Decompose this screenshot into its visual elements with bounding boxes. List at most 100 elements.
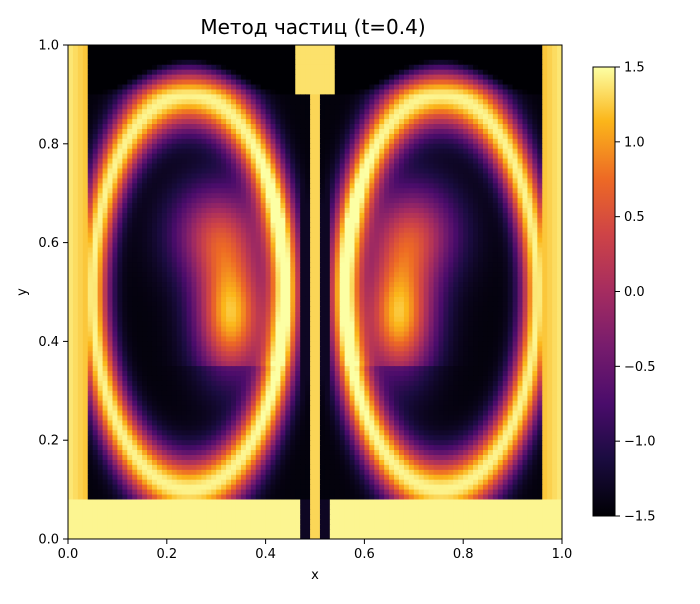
heatmap-cell bbox=[448, 178, 454, 184]
heatmap-cell bbox=[275, 212, 282, 219]
heatmap-cell bbox=[290, 247, 296, 254]
heatmap-cell bbox=[384, 69, 390, 76]
heatmap-cell bbox=[285, 54, 291, 61]
heatmap-cell bbox=[290, 59, 296, 66]
heatmap-cell bbox=[315, 277, 321, 283]
heatmap-cell bbox=[196, 237, 202, 244]
heatmap-cell bbox=[300, 64, 306, 71]
heatmap-cell bbox=[502, 247, 509, 254]
heatmap-cell bbox=[221, 114, 227, 120]
heatmap-cell bbox=[473, 257, 479, 263]
heatmap-cell bbox=[532, 262, 538, 268]
heatmap-cell bbox=[522, 148, 529, 155]
heatmap-cell bbox=[72, 267, 79, 273]
heatmap-cell bbox=[250, 79, 257, 86]
heatmap-cell bbox=[492, 287, 499, 293]
heatmap-cell bbox=[468, 163, 474, 170]
heatmap-cell bbox=[77, 143, 84, 150]
heatmap-cell bbox=[117, 133, 123, 140]
heatmap-cell bbox=[290, 133, 296, 140]
heatmap-cell bbox=[196, 124, 202, 130]
heatmap-cell bbox=[542, 74, 548, 81]
heatmap-cell bbox=[458, 74, 464, 81]
heatmap-cell bbox=[453, 114, 459, 120]
heatmap-cell bbox=[226, 94, 232, 100]
heatmap-cell bbox=[235, 257, 242, 263]
heatmap-cell bbox=[161, 232, 168, 239]
heatmap-cell bbox=[517, 203, 524, 209]
heatmap-cell bbox=[142, 217, 148, 224]
heatmap-cell bbox=[468, 252, 474, 259]
heatmap-cell bbox=[339, 188, 346, 194]
heatmap-cell bbox=[196, 138, 202, 145]
heatmap-cell bbox=[359, 128, 365, 135]
heatmap-cell bbox=[87, 287, 94, 293]
heatmap-cell bbox=[537, 124, 543, 130]
heatmap-cell bbox=[310, 124, 316, 130]
heatmap-cell bbox=[206, 178, 212, 184]
heatmap-cell bbox=[448, 153, 454, 160]
heatmap-cell bbox=[487, 222, 494, 229]
heatmap-cell bbox=[448, 128, 454, 135]
heatmap-cell bbox=[235, 114, 242, 120]
heatmap-cell bbox=[216, 257, 222, 263]
heatmap-cell bbox=[137, 143, 143, 150]
heatmap-cell bbox=[497, 124, 504, 130]
heatmap-cell bbox=[468, 114, 474, 120]
heatmap-cell bbox=[433, 114, 440, 120]
heatmap-cell bbox=[176, 173, 183, 179]
heatmap-cell bbox=[453, 128, 459, 135]
heatmap-cell bbox=[250, 143, 257, 150]
heatmap-cell bbox=[270, 99, 277, 105]
heatmap-cell bbox=[265, 203, 272, 209]
heatmap-cell bbox=[552, 158, 558, 165]
heatmap-cell bbox=[364, 109, 370, 115]
heatmap-cell bbox=[77, 74, 84, 81]
heatmap-cell bbox=[211, 54, 217, 61]
heatmap-cell bbox=[319, 277, 326, 283]
heatmap-cell bbox=[433, 138, 440, 145]
heatmap-cell bbox=[186, 188, 193, 194]
heatmap-cell bbox=[354, 198, 361, 204]
heatmap-cell bbox=[92, 124, 99, 130]
heatmap-cell bbox=[112, 222, 118, 229]
heatmap-cell bbox=[354, 183, 361, 189]
heatmap-cell bbox=[137, 99, 143, 105]
heatmap-cell bbox=[542, 124, 548, 130]
heatmap-cell bbox=[132, 54, 138, 61]
heatmap-cell bbox=[408, 277, 415, 283]
heatmap-cell bbox=[403, 99, 410, 105]
heatmap-cell bbox=[428, 148, 435, 155]
heatmap-cell bbox=[216, 148, 222, 155]
heatmap-cell bbox=[290, 168, 296, 175]
heatmap-cell bbox=[196, 212, 202, 219]
heatmap-cell bbox=[201, 237, 207, 244]
heatmap-cell bbox=[517, 163, 524, 170]
heatmap-cell bbox=[151, 163, 158, 170]
heatmap-cell bbox=[216, 133, 222, 140]
heatmap-cell bbox=[433, 208, 440, 214]
heatmap-cell bbox=[418, 203, 425, 209]
heatmap-cell bbox=[478, 84, 484, 91]
heatmap-cell bbox=[260, 124, 267, 130]
heatmap-cell bbox=[339, 64, 346, 71]
heatmap-cell bbox=[349, 262, 356, 268]
heatmap-cell bbox=[497, 287, 504, 293]
heatmap-cell bbox=[502, 138, 509, 145]
heatmap-cell bbox=[428, 64, 435, 71]
heatmap-cell bbox=[339, 267, 346, 273]
heatmap-cell bbox=[137, 222, 143, 229]
heatmap-cell bbox=[394, 217, 400, 224]
heatmap-cell bbox=[423, 84, 430, 91]
heatmap-cell bbox=[305, 148, 311, 155]
heatmap-cell bbox=[68, 237, 74, 244]
heatmap-cell bbox=[82, 138, 89, 145]
heatmap-cell bbox=[77, 208, 84, 214]
heatmap-cell bbox=[161, 272, 168, 278]
heatmap-cell bbox=[221, 267, 227, 273]
heatmap-cell bbox=[280, 94, 286, 100]
heatmap-cell bbox=[364, 252, 370, 259]
heatmap-cell bbox=[206, 45, 212, 51]
heatmap-cell bbox=[171, 94, 178, 100]
heatmap-cell bbox=[364, 267, 370, 273]
